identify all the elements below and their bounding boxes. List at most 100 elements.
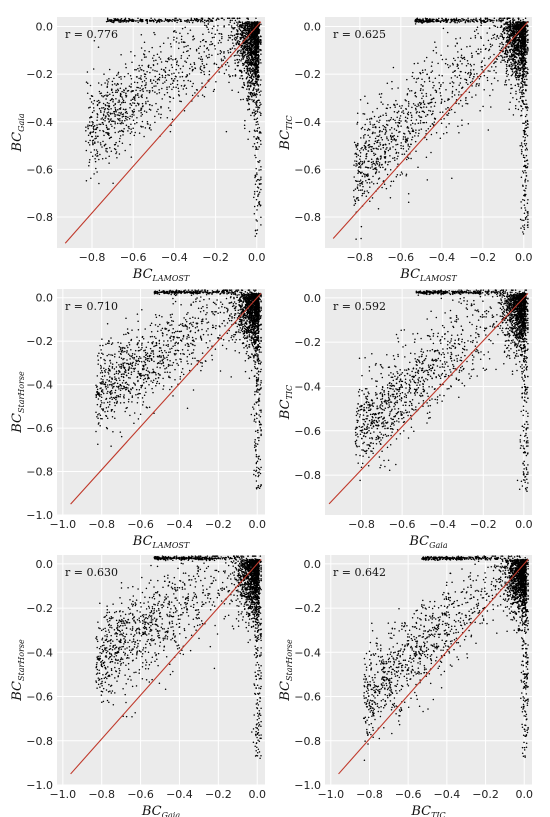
scatter-point — [87, 134, 90, 137]
scatter-point — [124, 109, 126, 111]
scatter-point — [107, 113, 109, 116]
scatter-point — [467, 83, 469, 86]
scatter-point — [114, 91, 117, 93]
scatter-point — [457, 19, 459, 21]
scatter-point — [128, 118, 131, 120]
scatter-point — [90, 116, 93, 118]
scatter-point — [411, 75, 413, 78]
scatter-point — [257, 38, 259, 41]
scatter-point — [507, 26, 510, 28]
scatter-point — [253, 212, 256, 215]
scatter-point — [379, 142, 381, 144]
scatter-point — [243, 43, 245, 45]
scatter-point — [256, 220, 258, 222]
scatter-point — [475, 20, 478, 22]
scatter-point — [478, 77, 481, 80]
scatter-point — [522, 225, 524, 227]
scatter-point — [255, 156, 257, 159]
scatter-point — [479, 17, 482, 19]
scatter-point — [238, 40, 241, 43]
scatter-point — [390, 116, 393, 119]
scatter-point — [223, 25, 225, 27]
scatter-point — [250, 27, 253, 29]
scatter-point — [149, 80, 152, 82]
scatter-point — [197, 95, 199, 97]
scatter-point — [161, 87, 163, 90]
scatter-point — [390, 138, 393, 140]
scatter-point — [385, 123, 388, 126]
scatter-point — [258, 203, 260, 205]
scatter-point — [376, 182, 379, 185]
scatter-point — [255, 167, 257, 170]
scatter-point — [390, 141, 393, 143]
scatter-point — [423, 106, 425, 108]
scatter-point — [91, 140, 94, 142]
scatter-point — [526, 109, 529, 111]
scatter-point — [253, 109, 255, 111]
scatter-point — [407, 137, 409, 140]
scatter-point — [111, 97, 113, 100]
scatter-point — [154, 75, 156, 78]
scatter-point — [114, 115, 116, 118]
scatter-point — [518, 89, 521, 91]
scatter-point — [447, 106, 449, 109]
scatter-point — [379, 115, 382, 117]
scatter-point — [100, 92, 103, 94]
scatter-point — [203, 73, 206, 76]
scatter-point — [99, 123, 102, 126]
scatter-point — [95, 137, 97, 139]
scatter-point — [99, 101, 101, 104]
scatter-point — [157, 19, 159, 22]
scatter-point — [427, 127, 430, 130]
scatter-point — [201, 58, 204, 61]
scatter-points — [85, 17, 262, 237]
scatter-point — [465, 81, 468, 84]
scatter-point — [509, 101, 511, 104]
scatter-point — [114, 121, 116, 123]
scatter-point — [512, 64, 514, 67]
scatter-point — [360, 237, 362, 240]
scatter-point — [412, 129, 414, 131]
scatter-point — [165, 60, 167, 63]
scatter-point — [138, 132, 141, 134]
scatter-point — [258, 49, 261, 51]
scatter-point — [146, 90, 148, 92]
scatter-point — [490, 83, 493, 85]
scatter-point — [94, 160, 97, 163]
scatter-point — [471, 80, 473, 82]
scatter-point — [260, 62, 262, 64]
scatter-point — [127, 130, 129, 132]
scatter-point — [502, 17, 504, 20]
scatter-point — [102, 114, 105, 117]
scatter-point — [386, 82, 389, 84]
scatter-point — [406, 127, 408, 129]
scatter-point — [168, 57, 170, 59]
scatter-point — [248, 74, 251, 76]
scatter-point — [134, 123, 136, 125]
scatter-point — [430, 133, 433, 136]
scatter-point — [407, 88, 410, 90]
scatter-point — [253, 84, 255, 86]
scatter-point — [255, 54, 257, 57]
scatter-point — [237, 33, 239, 35]
scatter-point — [370, 148, 372, 151]
scatter-point — [517, 85, 520, 87]
scatter-point — [461, 87, 463, 89]
scatter-point — [201, 18, 204, 21]
scatter-point — [129, 102, 132, 105]
scatter-point — [106, 126, 108, 128]
scatter-point — [255, 61, 257, 64]
scatter-point — [228, 74, 230, 76]
scatter-point — [381, 130, 383, 133]
scatter-point — [152, 79, 155, 81]
scatter-point — [383, 157, 386, 159]
scatter-point — [432, 81, 434, 84]
scatter-point — [385, 107, 388, 109]
scatter-point — [141, 64, 143, 67]
scatter-point — [104, 107, 107, 110]
scatter-point — [468, 76, 471, 79]
scatter-point — [364, 128, 366, 131]
scatter-point — [244, 52, 246, 54]
scatter-point — [365, 148, 367, 151]
scatter-point — [489, 56, 492, 58]
